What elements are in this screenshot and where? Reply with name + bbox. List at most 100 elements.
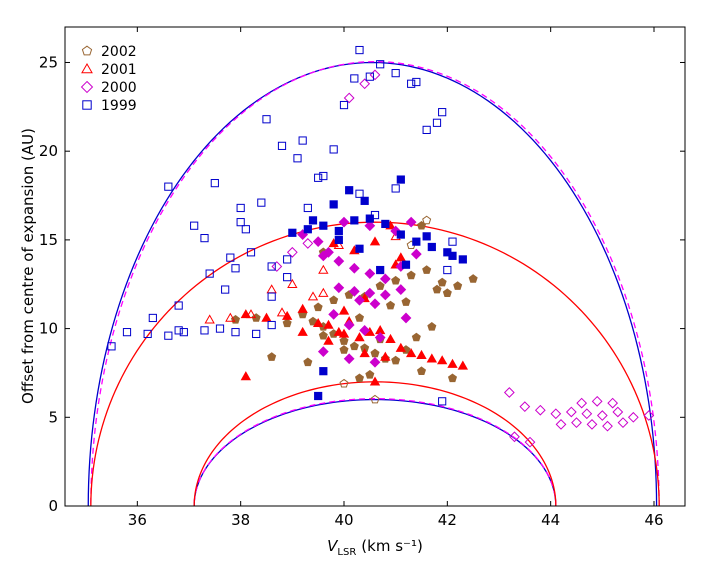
point-2000 xyxy=(354,294,365,306)
point-1999 xyxy=(360,196,369,205)
point-2000-open xyxy=(286,246,298,258)
point-2001 xyxy=(323,319,334,329)
point-2002 xyxy=(313,302,323,312)
point-1999 xyxy=(345,186,354,195)
point-2000-open xyxy=(617,417,629,429)
point-2001-open xyxy=(276,307,288,317)
point-1999 xyxy=(319,221,328,230)
point-2000 xyxy=(317,346,329,358)
point-2000 xyxy=(364,220,376,232)
point-2001 xyxy=(261,312,272,322)
y-tick-label: 25 xyxy=(39,53,58,71)
point-1999 xyxy=(314,391,323,401)
axis-ticks: 36 38 40 42 44 46 0 5 10 15 20 25 xyxy=(39,27,685,529)
point-2001-open xyxy=(307,291,319,301)
point-2002 xyxy=(339,345,349,354)
point-1999-open xyxy=(236,218,245,227)
point-2000 xyxy=(343,353,355,365)
point-2002 xyxy=(453,281,463,290)
point-1999 xyxy=(303,225,312,234)
point-2001 xyxy=(297,326,308,336)
point-2002 xyxy=(349,341,359,351)
point-1999-open xyxy=(448,237,457,246)
point-2001 xyxy=(338,328,350,338)
point-2001-open xyxy=(245,309,257,319)
point-2001 xyxy=(359,348,370,358)
point-2002 xyxy=(375,281,385,290)
point-1999-open xyxy=(164,182,173,191)
point-2000 xyxy=(400,312,412,324)
point-2000-open xyxy=(503,387,515,398)
point-1999-open xyxy=(231,328,240,337)
point-1999-open xyxy=(257,198,266,207)
point-2001 xyxy=(338,305,350,315)
point-1999-open xyxy=(221,285,230,294)
point-2001 xyxy=(240,309,252,319)
point-2000 xyxy=(405,216,417,228)
point-2000-open xyxy=(591,395,603,407)
point-1999 xyxy=(334,235,343,244)
point-1999 xyxy=(308,216,318,225)
point-2001 xyxy=(385,333,396,343)
point-2001 xyxy=(395,252,407,262)
x-tick-label: 42 xyxy=(438,511,457,529)
point-2002 xyxy=(303,357,313,367)
point-2000-open xyxy=(343,92,355,104)
point-2000-open xyxy=(571,417,582,429)
point-1999-open xyxy=(319,171,328,181)
point-1999-open xyxy=(355,189,364,198)
point-2001 xyxy=(333,326,345,336)
legend-label-1999: 1999 xyxy=(101,98,137,114)
point-2000 xyxy=(312,236,324,248)
point-2001 xyxy=(416,349,427,359)
legend-label-2000: 2000 xyxy=(101,80,137,96)
point-2000-open xyxy=(576,397,588,409)
point-2000-open xyxy=(359,78,371,90)
point-2000-open xyxy=(565,406,577,418)
point-1999-open xyxy=(236,203,245,213)
point-2000 xyxy=(395,284,407,295)
point-2001 xyxy=(312,317,324,328)
point-2002 xyxy=(416,366,427,376)
point-2002 xyxy=(468,274,478,283)
point-1999 xyxy=(329,200,338,209)
x-axis-title: VLSR (km s⁻¹) xyxy=(327,537,423,558)
point-1999-open xyxy=(438,108,447,117)
point-1999-open xyxy=(246,248,256,257)
point-1999 xyxy=(422,232,431,241)
point-2001 xyxy=(323,335,334,345)
point-2002 xyxy=(318,330,328,340)
point-1999 xyxy=(365,214,374,223)
point-2001 xyxy=(354,332,365,342)
point-2001 xyxy=(457,360,469,370)
point-1999 xyxy=(334,226,343,236)
legend-marker-2001 xyxy=(81,62,93,74)
y-tick-label: 20 xyxy=(39,142,58,160)
point-1999-open xyxy=(293,154,302,163)
point-2000-open xyxy=(555,419,567,430)
point-1999-open xyxy=(267,320,276,330)
point-1999 xyxy=(401,260,411,269)
point-1999-open xyxy=(339,100,349,110)
point-1999-open xyxy=(205,269,214,278)
point-2000-open xyxy=(524,436,536,448)
point-2002 xyxy=(432,284,442,294)
point-2001 xyxy=(426,353,438,363)
point-2002 xyxy=(442,288,452,297)
point-1999-open xyxy=(231,264,240,273)
point-2000-open xyxy=(534,404,546,416)
point-1999-open xyxy=(277,141,287,150)
point-1999-open xyxy=(412,77,421,87)
point-1999-open xyxy=(143,329,152,339)
point-1999 xyxy=(288,228,297,237)
point-2001 xyxy=(297,303,308,313)
point-1999-open xyxy=(407,79,416,88)
point-2000-open xyxy=(509,431,520,443)
point-2002 xyxy=(391,275,401,285)
x-axis-title-var: V xyxy=(327,537,339,555)
point-2000-open xyxy=(627,411,639,423)
point-2002 xyxy=(370,348,380,358)
legend-label-2002: 2002 xyxy=(101,44,137,60)
point-1999-open xyxy=(241,225,250,234)
point-2002 xyxy=(282,318,292,328)
